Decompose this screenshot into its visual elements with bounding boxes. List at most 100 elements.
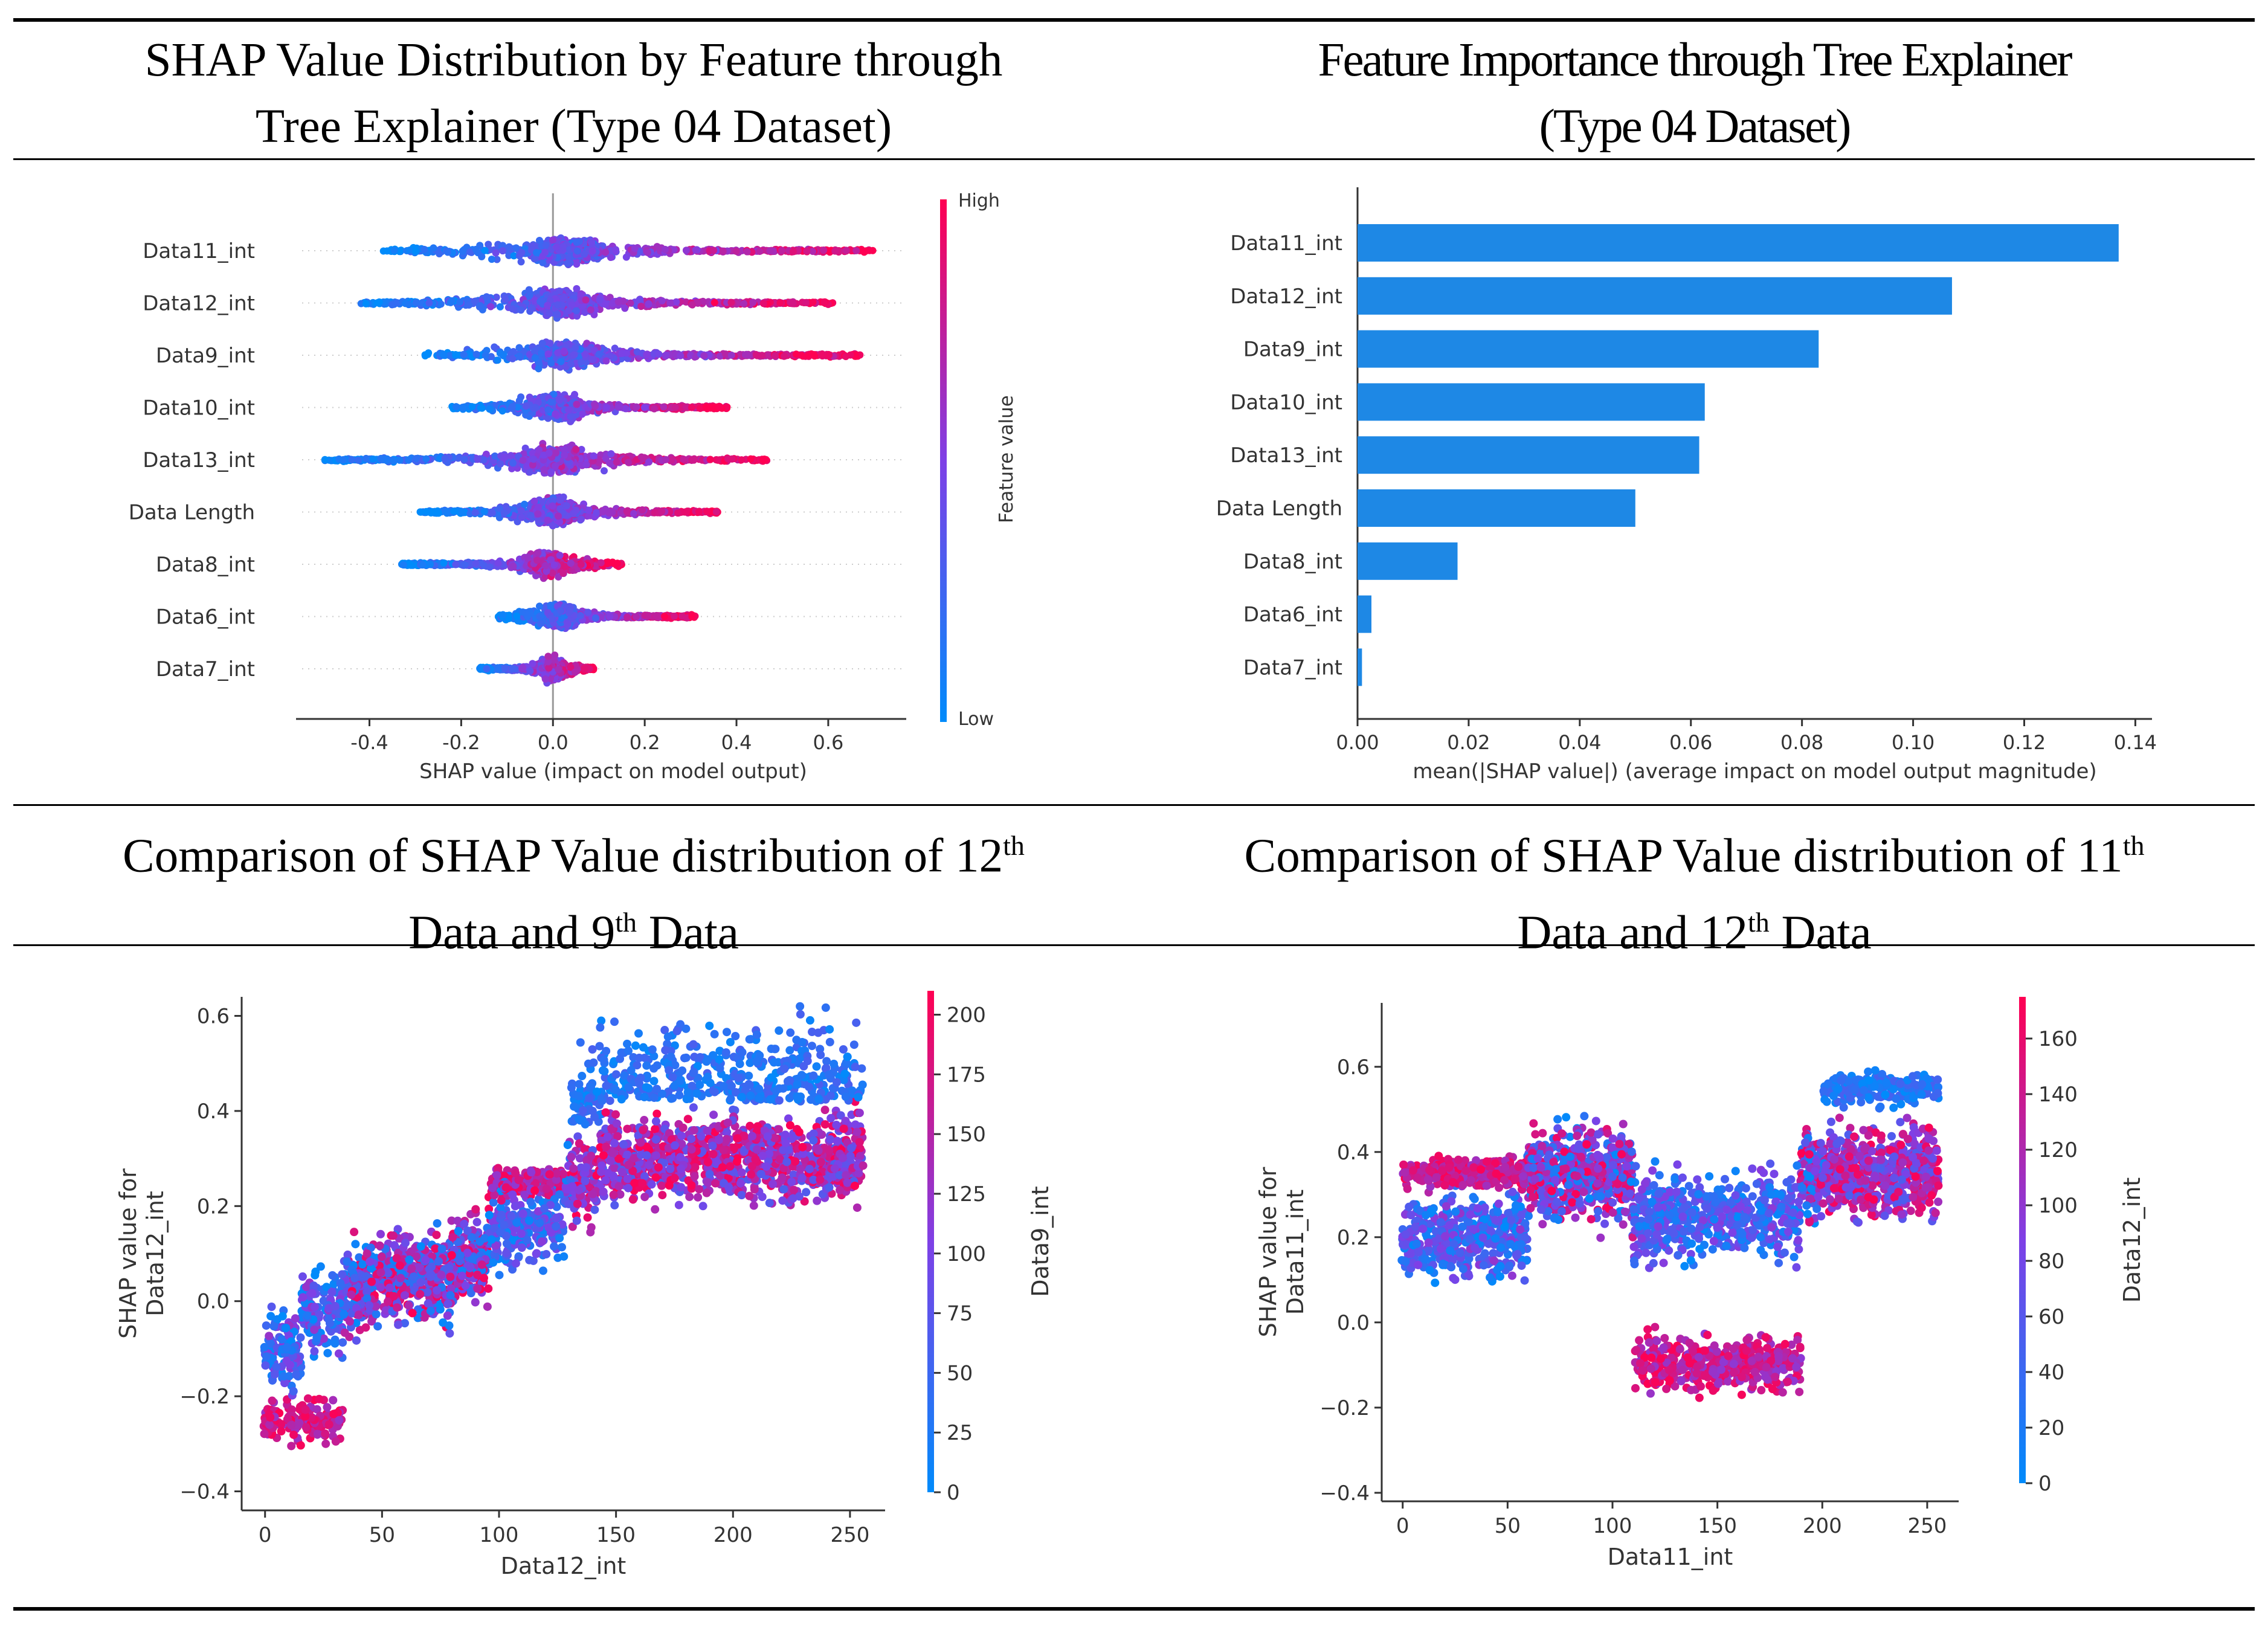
beeswarm-point (612, 246, 620, 254)
beeswarm-point (747, 455, 755, 463)
beeswarm-point (590, 452, 598, 460)
beeswarm-point (472, 245, 480, 253)
title-bottom-left-text2: Data and 9 (408, 906, 616, 959)
title-top-right-line2: (Type 04 Dataset) (1539, 100, 1852, 153)
beeswarm-point (602, 248, 610, 256)
beeswarm-point (546, 340, 554, 347)
beeswarm-point (645, 300, 652, 308)
beeswarm-point (573, 285, 581, 292)
beeswarm-point (749, 298, 757, 306)
beeswarm-point (789, 248, 797, 256)
beeswarm-point (544, 301, 552, 309)
beeswarm-point (508, 403, 516, 411)
beeswarm-point (614, 298, 622, 306)
beeswarm-point (486, 405, 494, 413)
beeswarm-point (672, 298, 680, 306)
beeswarm-point (852, 246, 860, 254)
beeswarm-point (498, 407, 506, 415)
beeswarm-point (552, 410, 559, 418)
beeswarm-point (662, 456, 669, 463)
feature-label: Data9_int (156, 344, 255, 368)
beeswarm-point (702, 403, 710, 411)
beeswarm-point (690, 456, 698, 464)
beeswarm-point (738, 456, 746, 464)
beeswarm-point (497, 460, 504, 468)
beeswarm-point (732, 247, 740, 255)
title-bottom-right-text1: Comparison of SHAP Value distribution of… (1244, 829, 2123, 883)
beeswarm-point (567, 413, 575, 420)
beeswarm-point (480, 456, 488, 464)
title-top-right: Feature Importance through Tree Explaine… (1134, 27, 2255, 160)
beeswarm-point (661, 245, 669, 253)
beeswarm-point (441, 454, 449, 462)
beeswarm-point (810, 350, 818, 358)
title-bottom-right-text3: Data (1769, 906, 1872, 959)
beeswarm-point (666, 299, 674, 307)
beeswarm-point (557, 358, 565, 366)
title-bottom-left-sup2: th (615, 907, 637, 938)
beeswarm-point (727, 298, 735, 306)
beeswarm-point (476, 301, 484, 309)
beeswarm-point (572, 445, 580, 453)
beeswarm-point (600, 467, 608, 475)
beeswarm-point (491, 343, 498, 351)
beeswarm-point (578, 358, 585, 366)
beeswarm-point (727, 351, 735, 359)
row-divider-rule (13, 804, 2255, 806)
beeswarm-point (420, 245, 428, 253)
beeswarm-point (680, 456, 688, 463)
feature-label: Data12_int (143, 292, 255, 316)
beeswarm-point (539, 259, 547, 266)
beeswarm-point (789, 300, 797, 308)
beeswarm-point (456, 298, 464, 306)
beeswarm-point (613, 458, 620, 466)
beeswarm-point (818, 351, 826, 359)
beeswarm-point (565, 406, 573, 414)
title-top-left-line2: Tree Explainer (Type 04 Dataset) (255, 100, 892, 153)
beeswarm-point (509, 355, 517, 362)
beeswarm-point (607, 450, 615, 458)
beeswarm-point (472, 350, 480, 358)
beeswarm-point (573, 260, 581, 268)
beeswarm-point (547, 398, 555, 406)
beeswarm-point (560, 347, 568, 355)
beeswarm-point (740, 300, 748, 308)
beeswarm-point (492, 249, 500, 257)
beeswarm-point (573, 401, 581, 408)
beeswarm-point (474, 455, 482, 463)
beeswarm-point (743, 350, 750, 358)
beeswarm-point (465, 301, 473, 309)
beeswarm-point (546, 310, 553, 318)
beeswarm-point (842, 246, 850, 254)
feature-label: Data Length (129, 501, 255, 525)
beeswarm-point (764, 351, 772, 359)
beeswarm-point (688, 404, 695, 411)
beeswarm-point (677, 352, 685, 359)
beeswarm-point (515, 397, 523, 405)
beeswarm-point (549, 236, 556, 244)
beeswarm-point (602, 357, 610, 365)
beeswarm-point (759, 456, 767, 464)
beeswarm-point (716, 404, 724, 411)
beeswarm-point (809, 298, 817, 306)
beeswarm-point (421, 352, 429, 359)
beeswarm-point (759, 300, 767, 308)
beeswarm-point (591, 402, 599, 410)
beeswarm-point (831, 247, 839, 255)
table-bottom-rule (13, 1607, 2255, 1611)
beeswarm-point (422, 455, 430, 463)
beeswarm-point (616, 404, 623, 411)
beeswarm-point (682, 246, 690, 254)
beeswarm-point (544, 350, 552, 358)
title-bottom-left: Comparison of SHAP Value distribution of… (13, 813, 1134, 967)
beeswarm-point (477, 404, 485, 412)
beeswarm-point (766, 247, 774, 255)
beeswarm-point (554, 301, 562, 309)
beeswarm-point (728, 455, 736, 463)
beeswarm-point (631, 245, 639, 253)
title-bottom-left-text1: Comparison of SHAP Value distribution of… (123, 829, 1004, 883)
title-top-left: SHAP Value Distribution by Feature throu… (13, 27, 1134, 160)
beeswarm-point (460, 456, 468, 463)
beeswarm-point (547, 468, 555, 476)
beeswarm-point (645, 458, 653, 466)
